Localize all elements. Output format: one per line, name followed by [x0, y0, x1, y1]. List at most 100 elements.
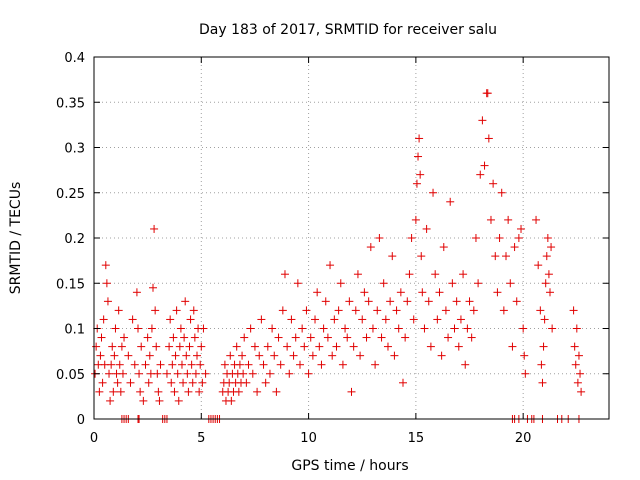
data-point [444, 333, 453, 342]
data-point [311, 315, 320, 324]
data-point [495, 234, 504, 242]
data-point [165, 342, 174, 351]
data-point [405, 270, 414, 279]
y-tick-label: 0.2 [64, 232, 85, 247]
data-point [172, 306, 181, 315]
data-point [147, 324, 156, 333]
data-point [371, 360, 380, 369]
data-point [179, 378, 188, 387]
data-point [135, 369, 144, 378]
data-point [183, 369, 192, 378]
data-point [486, 215, 495, 224]
data-point [349, 342, 358, 351]
data-point [381, 315, 390, 324]
data-point [113, 378, 122, 387]
data-point [115, 360, 124, 369]
data-point [95, 387, 104, 396]
data-point [360, 288, 369, 297]
data-point [111, 324, 120, 333]
data-point [353, 270, 362, 279]
data-point [182, 351, 191, 360]
data-point [285, 369, 294, 378]
data-point [118, 369, 127, 378]
data-point [137, 342, 146, 351]
data-point [177, 360, 186, 369]
y-tick-labels: 0 0.05 0.1 0.15 0.2 0.25 0.3 0.35 0.4 [56, 51, 85, 428]
data-point [448, 279, 457, 288]
y-tick-label: 0 [77, 413, 85, 428]
data-point [180, 333, 189, 342]
data-point [289, 351, 298, 360]
data-point [300, 342, 309, 351]
data-point [296, 360, 304, 369]
data-point [291, 333, 300, 342]
data-point [542, 252, 551, 261]
x-tick-labels: 0 5 10 15 20 [90, 431, 532, 446]
data-point [304, 369, 313, 378]
data-point [356, 351, 365, 360]
data-point [392, 306, 401, 315]
data-point [375, 234, 384, 242]
data-point [435, 288, 444, 297]
chart-title: Day 183 of 2017, SRMTID for receiver sal… [199, 22, 497, 38]
data-point [298, 324, 307, 333]
data-point [234, 387, 243, 396]
data-point [149, 283, 158, 292]
data-point [242, 378, 251, 387]
data-point [437, 351, 446, 360]
data-point [538, 378, 547, 387]
data-point [399, 378, 407, 387]
data-point [576, 369, 585, 378]
data-point [185, 342, 194, 351]
data-point [497, 188, 506, 197]
data-point [103, 297, 112, 306]
data-point [548, 324, 557, 333]
data-point [133, 324, 142, 333]
data-point [416, 170, 425, 179]
data-point [278, 306, 287, 315]
data-point [394, 324, 403, 333]
data-point [253, 387, 262, 396]
data-point [573, 378, 582, 387]
x-axis-label: GPS time / hours [291, 458, 408, 474]
data-point [132, 288, 141, 297]
data-point [547, 243, 556, 252]
data-point [489, 179, 498, 188]
data-point [92, 342, 101, 351]
data-point [244, 360, 253, 369]
data-point [532, 215, 541, 224]
data-point [544, 270, 553, 279]
data-point [197, 342, 206, 351]
data-point [199, 324, 208, 333]
data-point [379, 279, 388, 288]
data-point [417, 252, 426, 261]
data-point [227, 396, 236, 405]
data-point [465, 297, 474, 306]
data-point [238, 351, 247, 360]
data-point [96, 351, 105, 360]
data-point [454, 342, 463, 351]
data-point [268, 324, 277, 333]
data-point [514, 234, 523, 242]
data-point [171, 351, 180, 360]
data-point [508, 342, 517, 351]
data-point [345, 297, 354, 306]
data-point [235, 360, 244, 369]
data-point [187, 360, 196, 369]
data-point [422, 224, 431, 233]
data-point [480, 161, 489, 170]
data-point [248, 369, 257, 378]
data-point [276, 360, 285, 369]
data-point [250, 342, 259, 351]
data-point [390, 351, 399, 360]
data-point [323, 333, 332, 342]
data-point [570, 342, 579, 351]
data-point [478, 116, 487, 125]
data-point [411, 215, 420, 224]
data-point [280, 270, 289, 279]
data-point [106, 396, 115, 405]
data-point [512, 297, 521, 306]
data-point [188, 378, 197, 387]
data-point [459, 270, 468, 279]
